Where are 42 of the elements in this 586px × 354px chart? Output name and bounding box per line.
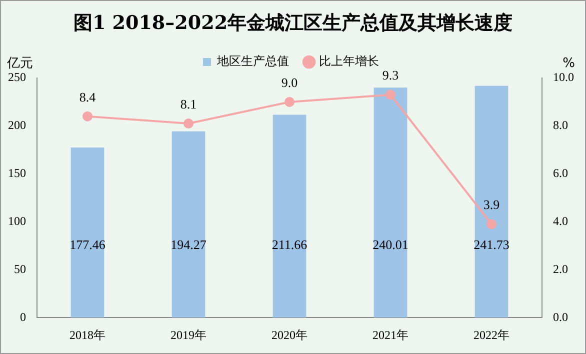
y2-tick-label: 4.0 xyxy=(553,214,568,228)
x-tick-label: 2018年 xyxy=(70,328,106,342)
y-tick-label: 250 xyxy=(8,70,26,84)
data-label: 9.0 xyxy=(281,74,298,90)
y2-tick-label: 6.0 xyxy=(553,166,568,180)
y-tick-label: 100 xyxy=(8,214,26,228)
data-label: 8.1 xyxy=(180,96,197,112)
y-axis-title: 亿元 xyxy=(6,56,33,71)
bar xyxy=(70,148,104,318)
data-label: 194.27 xyxy=(170,237,207,252)
data-label: 177.46 xyxy=(70,237,106,252)
x-tick-label: 2019年 xyxy=(170,328,206,342)
chart-title: 图1 2018–2022年金城江区生产总值及其增长速度 xyxy=(72,11,514,36)
data-label: 9.3 xyxy=(382,68,399,83)
y-tick-label: 150 xyxy=(8,166,26,180)
data-label: 8.4 xyxy=(79,89,96,104)
bar xyxy=(374,88,408,318)
point xyxy=(486,219,496,230)
point xyxy=(284,96,294,107)
y2-tick-label: 2.0 xyxy=(553,262,568,276)
x-tick-label: 2022年 xyxy=(474,328,510,342)
data-label: 3.9 xyxy=(483,197,500,212)
bar xyxy=(474,86,508,318)
point xyxy=(386,90,396,100)
data-label: 241.73 xyxy=(474,237,510,252)
x-tick-label: 2020年 xyxy=(272,328,308,342)
y2-tick-label: 10.0 xyxy=(553,70,574,84)
y2-axis-title: % xyxy=(562,56,575,71)
bar xyxy=(172,131,206,318)
y-tick-label: 50 xyxy=(14,262,26,276)
bar xyxy=(272,114,306,318)
x-tick-label: 2021年 xyxy=(372,328,408,342)
y2-tick-label: 8.0 xyxy=(553,118,568,132)
legend-label: 比上年增长 xyxy=(319,54,379,68)
y-tick-label: 0 xyxy=(20,310,26,324)
y-tick-label: 200 xyxy=(8,118,26,132)
point xyxy=(82,111,92,122)
point xyxy=(184,118,194,129)
y2-tick-label: 0.0 xyxy=(553,310,568,324)
data-label: 240.01 xyxy=(372,237,408,252)
data-label: 211.66 xyxy=(272,237,308,252)
legend-label: 地区生产总值 xyxy=(216,54,289,68)
